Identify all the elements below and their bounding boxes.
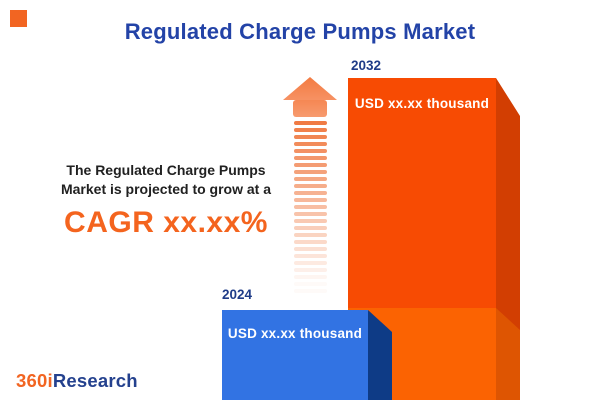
tagline-line2: Market is projected to grow at a — [60, 181, 272, 197]
logo-360iresearch: 360iResearch — [16, 370, 138, 392]
page-title: Regulated Charge Pumps Market — [124, 19, 476, 44]
arrow-up-icon — [283, 77, 337, 100]
bar-2032-front-upper — [348, 78, 496, 308]
year-label-2032: 2032 — [351, 58, 382, 73]
bar-2024-front — [222, 310, 368, 400]
arrow-shaft-stripes — [294, 121, 327, 297]
tagline-line1: The Regulated Charge Pumps — [66, 162, 266, 178]
logo-prefix: 360i — [16, 370, 53, 391]
logo-suffix: Research — [52, 370, 138, 391]
bar-value-2024: USD xx.xx thousand — [227, 326, 363, 341]
year-label-2024: 2024 — [222, 287, 253, 302]
arrow-up-icon-neck — [293, 100, 327, 117]
cagr-value: CAGR xx.xx% — [64, 206, 268, 239]
bar-value-2032: USD xx.xx thousand — [354, 96, 490, 111]
corner-accent-square — [10, 10, 27, 27]
tagline-block: The Regulated Charge Pumps Market is pro… — [36, 161, 296, 240]
bar-2032-side-upper — [496, 78, 520, 330]
